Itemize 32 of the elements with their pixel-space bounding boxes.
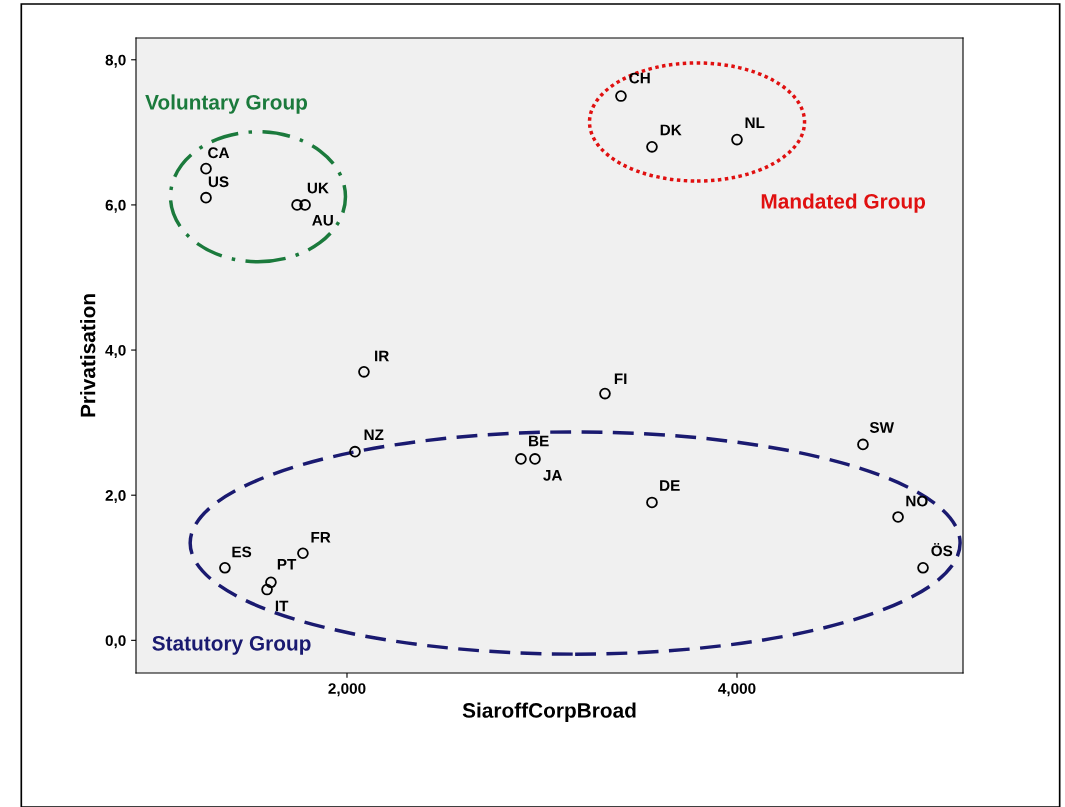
annotation: US — [208, 176, 229, 188]
annotation: CH — [629, 72, 650, 84]
annotation: DE — [660, 480, 680, 491]
annotation: CA — [208, 147, 230, 159]
annotation: JA — [543, 470, 563, 481]
y-tick-label: 2,0 — [105, 490, 126, 504]
annotation: NO — [906, 495, 928, 507]
y-axis-title: Privatisation — [80, 294, 96, 417]
annotation: AU — [312, 215, 333, 226]
annotation: DK — [660, 124, 682, 136]
x-tick-label: 4,000 — [718, 683, 756, 697]
annotation: Statutory Group — [152, 635, 311, 655]
annotation: IT — [275, 600, 289, 612]
annotation: SW — [869, 422, 894, 433]
x-tick-label: 2,000 — [328, 683, 366, 697]
annotation: NZ — [364, 429, 384, 440]
annotation: BE — [529, 435, 549, 447]
annotation: IR — [375, 350, 389, 362]
x-axis-title: SiaroffCorpBroad — [462, 702, 636, 722]
y-tick-label: 4,0 — [105, 344, 126, 358]
y-tick-label: 8,0 — [105, 54, 126, 68]
annotation: ES — [232, 546, 252, 558]
annotation: FI — [614, 373, 627, 385]
annotation: UK — [307, 182, 329, 194]
y-tick-label: 0,0 — [105, 635, 126, 649]
annotation: NL — [745, 117, 765, 128]
annotation: PT — [277, 559, 297, 570]
annotation: Mandated Group — [761, 193, 926, 213]
annotation: Voluntary Group — [145, 94, 308, 114]
annotation: FR — [311, 532, 331, 543]
annotation: ÖS — [931, 543, 953, 557]
y-tick-label: 6,0 — [105, 199, 126, 213]
